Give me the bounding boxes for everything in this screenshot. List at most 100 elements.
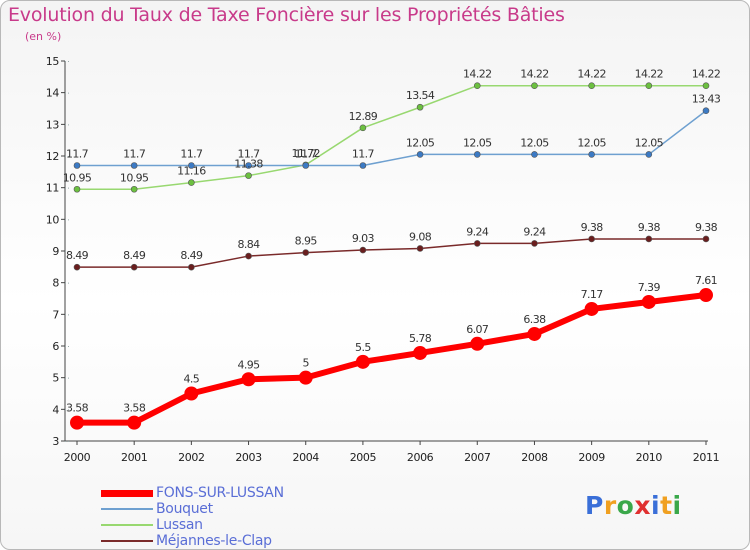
data-label: 11.38 [234,158,263,171]
data-label: 4.95 [237,358,260,371]
x-tick-label: 2002 [178,451,204,464]
data-point [298,370,313,385]
logo-letter: o [616,491,635,520]
data-label: 13.54 [406,89,435,102]
data-point [245,172,252,179]
data-point [355,354,370,369]
data-point [245,162,252,169]
data-point [702,82,710,89]
logo-letter: P [585,491,604,520]
legend-swatch [101,524,153,526]
series-line [76,109,707,167]
data-point [473,82,481,89]
data-label: 6.38 [523,313,546,326]
logo-letter: r [603,491,617,520]
y-tick-label: 6 [52,340,59,353]
axes: 3 4 5 6 7 8 9 10 11 12 13 14 15 2000 2001 2002 2003 2004 2… [46,55,720,464]
data-point [588,235,595,243]
data-point [588,82,595,89]
legend-swatch [101,540,153,542]
x-tick-label: 2006 [407,451,434,464]
data-point [645,82,653,89]
data-point [188,179,195,186]
x-tick-label: 2009 [578,451,605,464]
data-point [699,288,713,303]
series-line [76,238,707,268]
data-label: 5.5 [355,341,371,354]
y-tick-label: 12 [46,150,59,163]
y-tick-label: 15 [46,55,60,68]
data-point [130,263,138,271]
data-label: 7.61 [695,274,717,287]
x-tick-label: 2001 [121,451,147,464]
data-label: 8.84 [237,238,260,251]
data-label: 12.05 [463,136,492,149]
data-label: 7.39 [638,281,661,294]
data-point [588,151,595,158]
data-label: 11.7 [295,148,318,161]
data-label: 14.22 [463,68,492,81]
x-tick-label: 2000 [64,451,91,464]
data-label: 12.05 [406,136,435,149]
data-label: 6.07 [466,323,489,336]
data-label: 4.5 [184,373,200,386]
series-layer: 8.49 8.49 8.49 8.84 8.95 9.03 9.08 9.24 9.24 9.38… [63,68,721,430]
y-tick-label: 7 [52,308,59,321]
y-tick-label: 3 [52,435,59,448]
data-point [127,415,142,430]
data-point [73,263,81,271]
series-bouquet [73,107,710,169]
data-label: 14.22 [577,68,606,81]
data-point [184,386,199,401]
data-label: 11.7 [66,148,89,161]
data-label: 11.72 [291,147,320,160]
data-point [302,249,310,256]
data-point [531,82,538,89]
data-point [702,235,710,243]
data-point [130,185,138,193]
data-point [413,345,428,360]
logo-letter: x [634,491,651,520]
data-point [584,301,599,316]
y-tick-label: 11 [46,182,59,195]
data-point [527,326,542,341]
data-label: 10.95 [63,171,92,184]
data-label: 12.89 [349,110,378,123]
logo-letter: t [660,491,673,520]
data-point [470,336,485,351]
chart-title: Evolution du Taux de Taxe Foncière sur l… [8,4,565,26]
data-point [241,372,256,387]
data-label: 9.38 [581,221,604,234]
data-label: 11.7 [237,148,260,161]
logo-letter: i [651,491,661,520]
data-label: 14.22 [692,68,721,81]
data-point [702,107,710,115]
x-tick-label: 2005 [350,451,377,464]
data-point [473,240,481,247]
legend-label: Lussan [156,517,203,533]
data-label: 11.7 [352,148,375,161]
data-point [359,162,367,169]
x-tick-label: 2008 [521,451,548,464]
x-tick-label: 2010 [636,451,663,464]
data-point [641,294,656,309]
data-label: 8.49 [66,249,89,262]
proxiti-logo: Proxiti [585,491,682,520]
legend-label: Bouquet [156,501,213,517]
data-point [188,162,195,169]
y-tick-label: 13 [46,118,60,131]
data-label: 8.49 [123,249,146,262]
data-point [531,240,538,247]
y-tick-label: 9 [52,245,59,258]
unit-label: (en %) [25,30,62,43]
data-label: 8.95 [295,235,318,248]
y-tick-label: 5 [52,372,59,385]
data-point [531,151,538,158]
series-lussan [73,82,710,193]
data-label: 9.24 [523,225,546,238]
data-point [416,103,424,111]
y-tick-label: 8 [52,277,59,290]
data-label: 8.49 [180,249,203,262]
y-tick-label: 4 [52,403,59,416]
